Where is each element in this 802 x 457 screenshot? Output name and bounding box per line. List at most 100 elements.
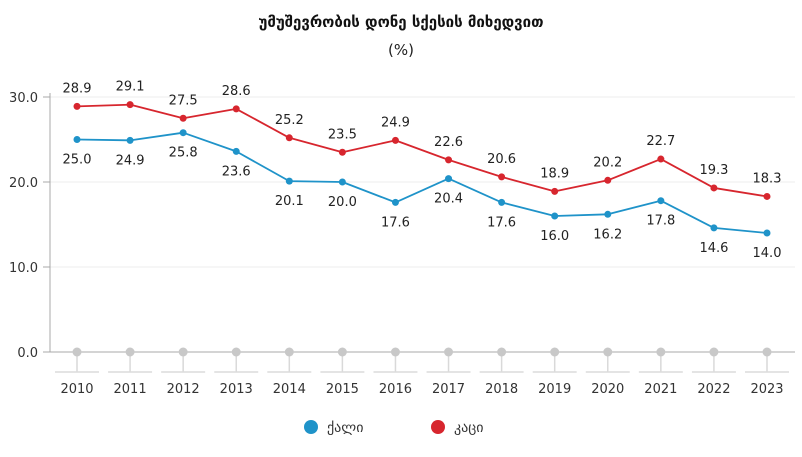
data-point: [73, 136, 81, 143]
legend-swatch-icon: [431, 420, 445, 434]
legend-swatch-icon: [304, 420, 318, 434]
data-label: 20.1: [275, 194, 304, 209]
series-layer: [73, 101, 771, 237]
data-point: [338, 178, 346, 186]
data-label: 18.3: [753, 171, 782, 186]
baseline-marker: [390, 347, 400, 357]
x-tick-label: 2011: [114, 382, 147, 397]
data-point: [445, 156, 453, 164]
y-tick-label: 30.0: [9, 91, 38, 106]
data-labels: 25.0 24.9 25.8 23.6 20.1 20.0 17.6 20.4 17.6 16.0…: [63, 80, 782, 261]
data-point: [391, 198, 399, 206]
data-point: [551, 212, 559, 220]
x-tick-label: 2017: [432, 382, 465, 397]
data-point: [657, 155, 665, 163]
data-label: 20.4: [434, 192, 463, 207]
data-point: [657, 197, 665, 205]
data-point: [338, 148, 346, 156]
data-point: [498, 198, 506, 206]
y-tick-label: 20.0: [9, 176, 38, 191]
data-label: 24.9: [116, 153, 145, 168]
data-point: [604, 176, 612, 184]
data-label: 14.0: [753, 246, 782, 261]
data-point: [710, 184, 718, 192]
legend-item[interactable]: კაცი: [431, 420, 484, 436]
x-tick-label: 2020: [591, 382, 624, 397]
y-tick-label: 10.0: [9, 261, 38, 276]
legend[interactable]: ქალი კაცი: [304, 420, 484, 436]
data-point: [285, 134, 293, 142]
legend-label: ქალი: [327, 420, 363, 436]
data-point: [604, 210, 612, 218]
data-label: 18.9: [540, 166, 569, 181]
data-point: [126, 101, 134, 109]
data-point: [445, 175, 453, 183]
x-axis: 2010 2011 2012 2013 2014 2015 2016 2017 2018 2019…: [43, 347, 795, 397]
data-label: 25.2: [275, 113, 304, 128]
data-point: [232, 105, 240, 113]
data-label: 22.6: [434, 135, 463, 150]
data-point: [126, 136, 134, 144]
data-label: 16.2: [593, 227, 622, 242]
y-tick-label: 0.0: [17, 346, 38, 361]
data-label: 27.5: [169, 93, 198, 108]
data-point: [73, 102, 81, 110]
data-label: 14.6: [699, 241, 728, 256]
baseline-marker: [231, 347, 241, 357]
data-label: 20.0: [328, 195, 357, 210]
x-tick-label: 2022: [697, 382, 730, 397]
data-point: [232, 147, 240, 155]
chart-title: უმუშევრობის დონე სქესის მიხედვით: [259, 13, 544, 31]
data-label: 17.6: [381, 215, 410, 230]
x-tick-label: 2023: [750, 382, 783, 397]
x-tick-label: 2010: [60, 382, 93, 397]
data-label: 28.6: [222, 84, 251, 99]
data-label: 28.9: [63, 81, 92, 96]
data-point: [179, 129, 187, 137]
data-label: 19.3: [699, 163, 728, 178]
x-tick-label: 2018: [485, 382, 518, 397]
x-tick-label: 2014: [273, 382, 306, 397]
chart-subtitle: (%): [388, 41, 414, 59]
data-label: 20.2: [593, 155, 622, 170]
data-point: [710, 224, 718, 232]
x-tick-label: 2021: [644, 382, 677, 397]
baseline-marker: [125, 347, 135, 357]
baseline-marker: [337, 347, 347, 357]
baseline-marker: [603, 347, 613, 357]
baseline-marker: [762, 347, 772, 357]
data-point: [179, 114, 187, 122]
data-point: [763, 229, 771, 237]
baseline-marker: [72, 347, 82, 357]
data-point: [498, 173, 506, 181]
baseline-marker: [497, 347, 507, 357]
x-tick-label: 2013: [220, 382, 253, 397]
data-label: 25.8: [169, 146, 198, 161]
x-tick-label: 2019: [538, 382, 571, 397]
data-label: 20.6: [487, 152, 516, 167]
series-line-1: [76, 103, 768, 198]
baseline-marker: [656, 347, 666, 357]
legend-label: კაცი: [454, 420, 484, 436]
data-label: 17.6: [487, 215, 516, 230]
y-axis: 0.0 10.0 20.0 30.0: [9, 91, 51, 361]
baseline-marker: [284, 347, 294, 357]
data-label: 29.1: [116, 80, 145, 95]
x-tick-label: 2016: [379, 382, 412, 397]
data-point: [285, 177, 293, 185]
x-tick-label: 2015: [326, 382, 359, 397]
baseline-marker: [178, 347, 188, 357]
baseline-marker: [709, 347, 719, 357]
data-point: [391, 136, 399, 144]
x-tick-label: 2012: [167, 382, 200, 397]
data-label: 23.6: [222, 164, 251, 179]
baseline-marker: [550, 347, 560, 357]
series-line-0: [76, 131, 768, 234]
data-label: 24.9: [381, 115, 410, 130]
data-label: 25.0: [63, 153, 92, 168]
legend-item[interactable]: ქალი: [304, 420, 363, 436]
baseline-marker: [444, 347, 454, 357]
gridlines: [50, 96, 795, 268]
data-label: 23.5: [328, 127, 357, 142]
